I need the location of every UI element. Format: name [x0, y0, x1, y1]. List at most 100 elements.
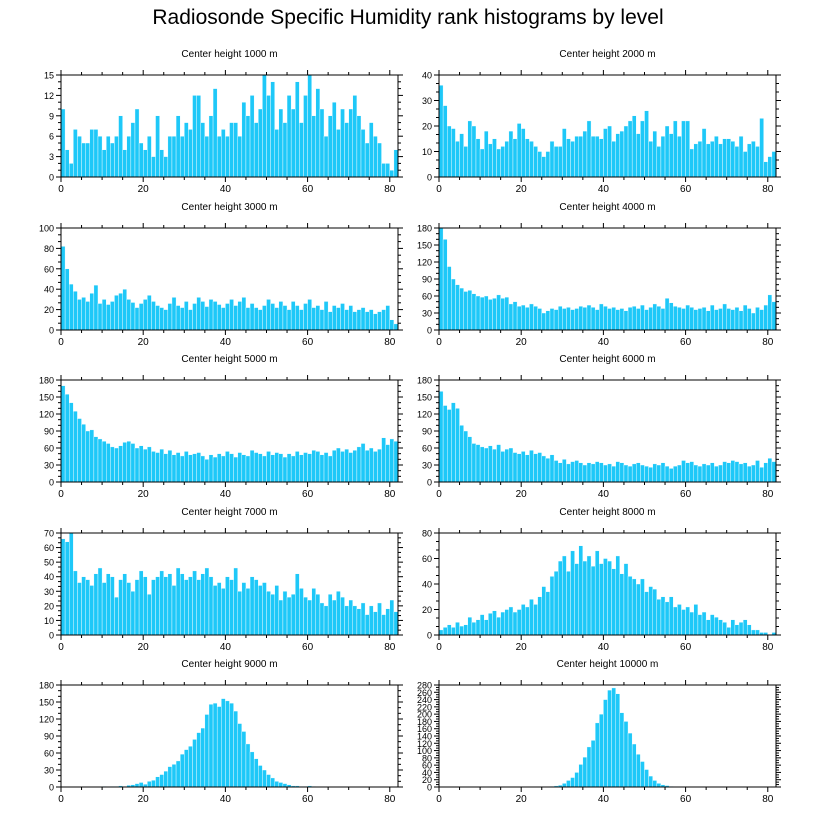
histogram-bar [278, 301, 284, 331]
histogram-bar [184, 749, 189, 788]
y-tick-label: 40 [44, 572, 54, 582]
histogram-bar [171, 764, 177, 788]
histogram-bar [631, 578, 637, 636]
histogram-bar [640, 578, 645, 636]
histogram-bar [562, 308, 567, 331]
histogram-bar [508, 447, 514, 483]
histogram-bar [742, 619, 748, 636]
histogram-bar [253, 122, 259, 178]
histogram-bar [664, 125, 670, 178]
histogram-bar [311, 588, 317, 636]
histogram-bar [574, 563, 579, 636]
histogram-bar [364, 311, 370, 331]
histogram-bar [130, 122, 136, 178]
histogram-bar [356, 608, 362, 636]
histogram-bar [192, 95, 197, 178]
histogram-bar [225, 303, 230, 331]
histogram-bar [138, 445, 144, 483]
histogram-bar [126, 441, 132, 483]
histogram-bar [603, 464, 608, 483]
histogram-bar [553, 309, 559, 331]
histogram-bar [270, 594, 275, 636]
histogram-bar [364, 614, 370, 636]
histogram-bar [492, 610, 497, 636]
histogram-bar [623, 563, 629, 636]
histogram-bar [274, 129, 280, 178]
histogram-bar [496, 294, 501, 331]
histogram-bar [101, 299, 107, 331]
y-tick-label: 120 [39, 410, 54, 420]
histogram-bar [163, 156, 169, 178]
histogram-bar [693, 309, 699, 331]
histogram-bar [459, 287, 464, 331]
histogram-bar [599, 462, 604, 483]
histogram-bar [701, 611, 707, 636]
histogram-bar [705, 310, 711, 331]
histogram-bar [467, 436, 473, 483]
x-tick-label: 40 [220, 337, 232, 348]
histogram-bar [69, 163, 74, 178]
histogram-bar [570, 309, 575, 331]
histogram-bar [216, 582, 222, 636]
histogram-bar [668, 596, 674, 636]
histogram-bar [520, 604, 526, 636]
histogram-bar [319, 108, 325, 178]
histogram-bar [681, 460, 686, 483]
panel-title: Center height 9000 m [181, 659, 277, 670]
plot-frame [60, 532, 399, 636]
x-tick-label: 60 [302, 794, 314, 805]
histogram-bar [315, 305, 321, 331]
histogram-bar [142, 576, 148, 636]
histogram-bar [714, 465, 719, 483]
histogram-bar [356, 309, 362, 331]
histogram-bar [295, 305, 300, 331]
histogram-bar [138, 782, 144, 788]
histogram-bar [373, 611, 378, 636]
panel-title: Center height 5000 m [181, 354, 277, 365]
histogram-bar [484, 295, 489, 331]
panel-title: Center height 1000 m [181, 49, 277, 60]
histogram-bar [81, 142, 86, 178]
plot-frame [60, 74, 399, 178]
histogram-bar [171, 135, 177, 178]
histogram-bar [249, 95, 255, 178]
histogram-bar [216, 304, 222, 331]
histogram-bar [512, 138, 518, 178]
x-tick-label: 80 [762, 184, 774, 195]
y-tick-label: 10 [422, 147, 432, 157]
histogram-bar [196, 732, 201, 788]
histogram-bar [311, 307, 317, 331]
histogram-panel: Center height 4000 m 0 20 40 60 80 0 30 60 90 120 1… [417, 202, 781, 348]
histogram-bar [447, 624, 452, 636]
histogram-bar [286, 309, 292, 331]
histogram-bar [599, 303, 604, 331]
histogram-bar [262, 455, 267, 483]
histogram-bar [85, 430, 90, 483]
histogram-panel: Center height 8000 m 0 20 40 60 80 0 20 40 60 80 [422, 507, 781, 653]
histogram-bar [455, 141, 460, 178]
x-tick-label: 60 [680, 337, 692, 348]
histogram-bar [97, 135, 103, 178]
y-tick-label: 30 [422, 309, 432, 319]
histogram-bar [134, 783, 140, 788]
histogram-bar [73, 570, 78, 636]
histogram-bar [262, 769, 267, 788]
histogram-bar [484, 619, 489, 636]
histogram-bar [471, 125, 477, 178]
histogram-bar [130, 591, 136, 636]
histogram-bar [188, 746, 193, 788]
histogram-bar [245, 115, 251, 178]
histogram-bar [369, 605, 374, 636]
histogram-bar [636, 583, 641, 636]
histogram-bar [319, 602, 325, 636]
histogram-bar [381, 309, 386, 331]
histogram-bar [594, 550, 600, 636]
histogram-bar [463, 291, 468, 331]
histogram-bar [270, 303, 275, 331]
histogram-bar [615, 309, 621, 331]
histogram-bar [155, 305, 160, 331]
histogram-bar [549, 454, 555, 483]
x-tick-label: 40 [598, 184, 610, 195]
histogram-bar [299, 309, 304, 331]
histogram-bar [697, 465, 703, 483]
